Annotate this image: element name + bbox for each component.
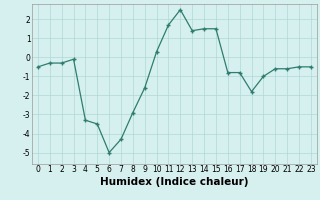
X-axis label: Humidex (Indice chaleur): Humidex (Indice chaleur) xyxy=(100,177,249,187)
